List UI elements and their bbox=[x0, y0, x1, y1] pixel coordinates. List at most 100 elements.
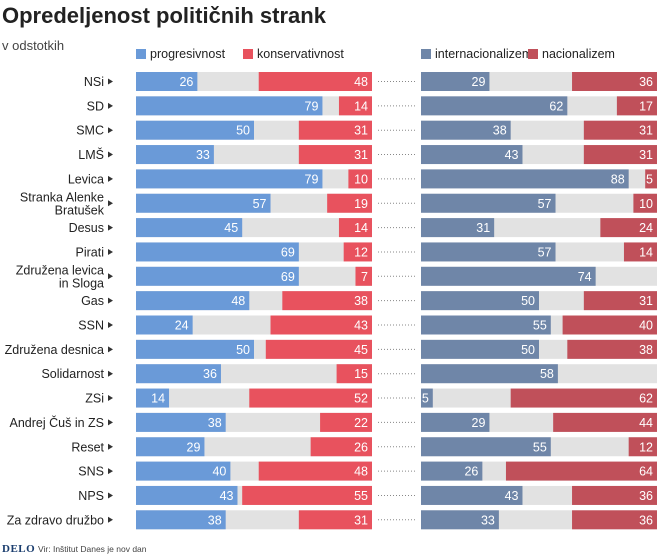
category-label: LMŠ bbox=[78, 147, 104, 162]
data-label-konservativnost: 22 bbox=[354, 416, 368, 430]
bar-progresivnost bbox=[136, 218, 243, 238]
bar-nacionalizem bbox=[583, 120, 657, 140]
category-label: Združena desnica bbox=[5, 343, 104, 357]
data-label-progresivnost: 79 bbox=[305, 99, 319, 113]
legend-swatch-nacionalizem bbox=[528, 49, 538, 59]
data-label-internacionalizem: 50 bbox=[521, 294, 535, 308]
row-arrow-icon bbox=[108, 78, 113, 85]
legend-label-progresivnost: progresivnost bbox=[150, 47, 226, 61]
category-label: SNS bbox=[78, 465, 104, 479]
data-label-internacionalizem: 43 bbox=[505, 148, 519, 162]
bar-nacionalizem bbox=[553, 412, 657, 432]
data-label-internacionalizem: 29 bbox=[472, 416, 486, 430]
data-label-progresivnost: 69 bbox=[281, 245, 295, 259]
data-label-internacionalizem: 55 bbox=[533, 440, 547, 454]
bar-konservativnost bbox=[298, 510, 372, 530]
data-label-internacionalizem: 38 bbox=[493, 124, 507, 138]
bar-nacionalizem bbox=[572, 72, 657, 91]
data-label-progresivnost: 29 bbox=[187, 440, 201, 454]
data-label-konservativnost: 52 bbox=[354, 392, 368, 406]
data-label-internacionalizem: 62 bbox=[549, 99, 563, 113]
bar-internacionalizem bbox=[421, 388, 433, 408]
bar-konservativnost bbox=[258, 461, 372, 481]
category-label: NPS bbox=[78, 489, 104, 503]
data-label-konservativnost: 31 bbox=[354, 148, 368, 162]
bar-konservativnost bbox=[242, 485, 372, 505]
bar-internacionalizem bbox=[421, 437, 551, 457]
bar-nacionalizem bbox=[567, 339, 657, 359]
bar-nacionalizem bbox=[623, 242, 657, 262]
category-label: Desus bbox=[69, 221, 104, 235]
data-label-nacionalizem: 31 bbox=[639, 294, 653, 308]
bar-nacionalizem bbox=[572, 510, 657, 530]
bar-konservativnost bbox=[258, 72, 372, 91]
data-label-internacionalizem: 26 bbox=[464, 465, 478, 479]
bar-nacionalizem bbox=[633, 193, 657, 213]
bar-internacionalizem bbox=[421, 266, 596, 286]
data-label-progresivnost: 33 bbox=[196, 148, 210, 162]
data-label-nacionalizem: 17 bbox=[639, 99, 653, 113]
data-label-progresivnost: 24 bbox=[175, 319, 189, 333]
data-label-konservativnost: 10 bbox=[354, 172, 368, 186]
data-label-konservativnost: 14 bbox=[354, 221, 368, 235]
bar-internacionalizem bbox=[421, 193, 556, 213]
legend-swatch-internacionalizem bbox=[421, 49, 431, 59]
category-label: SMC bbox=[76, 124, 104, 138]
category-label: SD bbox=[87, 99, 104, 113]
data-label-progresivnost: 48 bbox=[231, 294, 245, 308]
data-label-nacionalizem: 36 bbox=[639, 489, 653, 503]
data-label-nacionalizem: 24 bbox=[639, 221, 653, 235]
bar-konservativnost bbox=[336, 364, 372, 384]
bar-progresivnost bbox=[136, 485, 238, 505]
category-label: Andrej Čuš in ZS bbox=[10, 415, 104, 430]
bar-konservativnost bbox=[310, 437, 372, 457]
bar-internacionalizem bbox=[421, 364, 558, 384]
bar-progresivnost bbox=[136, 72, 198, 91]
row-arrow-icon bbox=[108, 297, 113, 304]
category-label: Reset bbox=[71, 440, 104, 454]
bar-nacionalizem bbox=[505, 461, 657, 481]
bar-progresivnost bbox=[136, 364, 221, 384]
bar-konservativnost bbox=[348, 169, 372, 189]
bar-nacionalizem bbox=[583, 145, 657, 165]
bar-konservativnost bbox=[270, 315, 372, 335]
category-label: Stranka Alenke Bratušek bbox=[20, 190, 105, 217]
bar-nacionalizem bbox=[645, 169, 657, 189]
row-arrow-icon bbox=[108, 516, 113, 523]
bar-konservativnost bbox=[320, 412, 372, 432]
data-label-internacionalizem: 88 bbox=[611, 172, 625, 186]
bar-konservativnost bbox=[265, 339, 372, 359]
data-label-internacionalizem: 5 bbox=[422, 392, 429, 406]
data-label-konservativnost: 31 bbox=[354, 124, 368, 138]
data-label-konservativnost: 43 bbox=[354, 319, 368, 333]
bar-konservativnost bbox=[282, 291, 372, 311]
row-arrow-icon bbox=[108, 492, 113, 499]
row-arrow-icon bbox=[108, 468, 113, 475]
data-label-nacionalizem: 14 bbox=[639, 245, 653, 259]
data-label-progresivnost: 43 bbox=[220, 489, 234, 503]
bar-internacionalizem bbox=[421, 242, 556, 262]
category-label: Združena levica in Sloga bbox=[16, 263, 104, 290]
category-label: Gas bbox=[81, 294, 104, 308]
data-label-internacionalizem: 58 bbox=[540, 367, 554, 381]
bar-internacionalizem bbox=[421, 461, 483, 481]
brand-logo: DELO bbox=[2, 543, 36, 555]
data-label-konservativnost: 31 bbox=[354, 513, 368, 527]
bar-internacionalizem bbox=[421, 485, 523, 505]
category-label: NSi bbox=[84, 75, 104, 89]
data-label-internacionalizem: 31 bbox=[476, 221, 490, 235]
data-label-progresivnost: 50 bbox=[236, 124, 250, 138]
data-label-konservativnost: 55 bbox=[354, 489, 368, 503]
row-arrow-icon bbox=[108, 419, 113, 426]
data-label-nacionalizem: 62 bbox=[639, 392, 653, 406]
bar-internacionalizem bbox=[421, 96, 568, 116]
data-label-konservativnost: 7 bbox=[361, 270, 368, 284]
bar-progresivnost bbox=[136, 388, 170, 408]
data-label-progresivnost: 36 bbox=[203, 367, 217, 381]
bar-progresivnost bbox=[136, 169, 323, 189]
row-arrow-icon bbox=[108, 151, 113, 158]
bar-nacionalizem bbox=[628, 437, 657, 457]
chart-subtitle: v odstotkih bbox=[2, 38, 65, 53]
category-label: Pirati bbox=[76, 245, 104, 259]
data-label-progresivnost: 69 bbox=[281, 270, 295, 284]
